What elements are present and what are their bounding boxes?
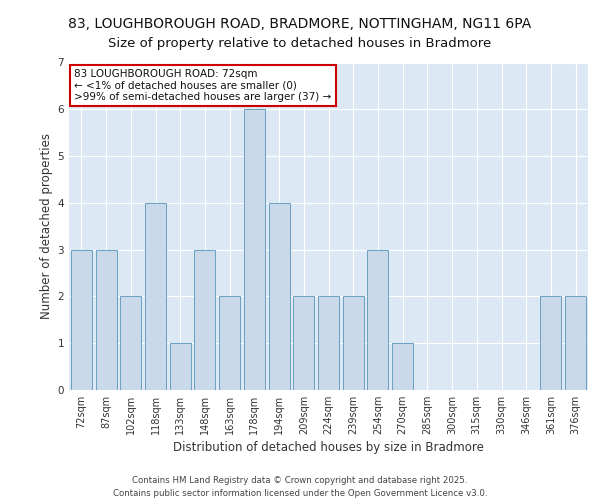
Bar (244, 110, 265, 390)
Bar (219, 296, 240, 390)
Bar (367, 250, 388, 390)
Y-axis label: Number of detached properties: Number of detached properties (40, 133, 53, 320)
X-axis label: Distribution of detached houses by size in Bradmore: Distribution of detached houses by size … (173, 441, 484, 454)
Bar (120, 296, 141, 390)
Text: Contains HM Land Registry data © Crown copyright and database right 2025.
Contai: Contains HM Land Registry data © Crown c… (113, 476, 487, 498)
Bar (269, 203, 290, 390)
Bar (392, 343, 413, 390)
Bar (565, 296, 586, 390)
Bar (95, 250, 116, 390)
Bar (71, 250, 92, 390)
Bar (343, 296, 364, 390)
Bar (145, 203, 166, 390)
Bar (170, 343, 191, 390)
Text: Size of property relative to detached houses in Bradmore: Size of property relative to detached ho… (109, 38, 491, 51)
Text: 83 LOUGHBOROUGH ROAD: 72sqm
← <1% of detached houses are smaller (0)
>99% of sem: 83 LOUGHBOROUGH ROAD: 72sqm ← <1% of det… (74, 69, 331, 102)
Bar (293, 296, 314, 390)
Bar (541, 296, 562, 390)
Bar (194, 250, 215, 390)
Bar (318, 296, 339, 390)
Text: 83, LOUGHBOROUGH ROAD, BRADMORE, NOTTINGHAM, NG11 6PA: 83, LOUGHBOROUGH ROAD, BRADMORE, NOTTING… (68, 18, 532, 32)
